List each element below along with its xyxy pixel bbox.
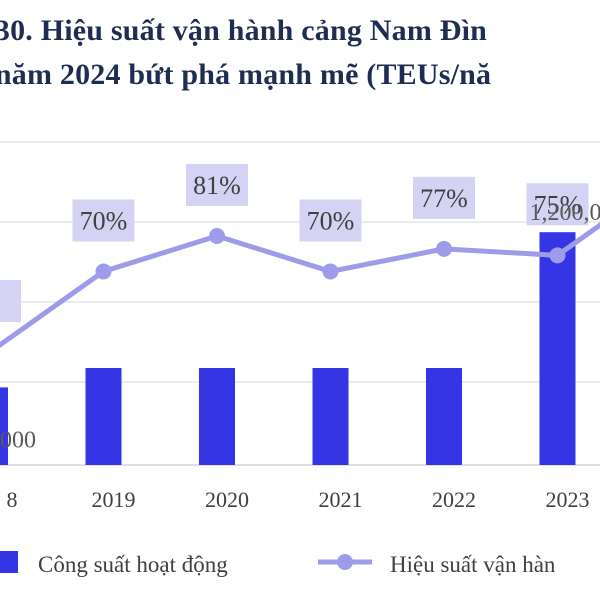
line-point-2023 <box>549 247 566 264</box>
pct-label: 70% <box>80 206 128 235</box>
legend-bar-swatch <box>0 551 18 573</box>
line-point-2020 <box>209 228 225 244</box>
pct-label-box <box>413 176 475 219</box>
data-labels: % 70% 81% 70% 77% 75% 000 1,200,00 <box>0 164 600 453</box>
line-point-2021 <box>322 263 339 280</box>
pct-label: 75% <box>534 190 582 219</box>
x-tick-label: 8 <box>7 487 18 512</box>
pct-label: 81% <box>193 171 241 200</box>
pct-label-box <box>72 199 135 242</box>
x-tick-label: 2021 <box>319 487 363 512</box>
bar-series <box>0 232 576 465</box>
legend-line-label: Hiệu suất vận hàn <box>390 552 556 577</box>
pct-label-box <box>186 164 248 206</box>
x-tick-label: 2019 <box>92 487 136 512</box>
pct-label: 70% <box>307 206 355 235</box>
chart-title-line-2: g năm 2024 bứt phá mạnh mẽ (TEUs/nă <box>0 58 492 91</box>
line-point-2022 <box>436 240 452 257</box>
x-tick-label: 2023 <box>546 487 590 512</box>
line-series <box>0 222 600 348</box>
pct-label: 77% <box>420 184 468 213</box>
line-point-2019 <box>95 263 112 280</box>
chart-title-line-1: ồ 30. Hiệu suất vận hành cảng Nam Đìn <box>0 14 487 47</box>
bar-2019 <box>85 368 122 465</box>
bar-2020 <box>199 368 235 465</box>
legend-bar-label: Công suất hoạt động <box>38 552 228 577</box>
legend-line-marker <box>337 554 353 570</box>
x-tick-label: 2022 <box>432 487 476 512</box>
bar-2022 <box>426 368 462 465</box>
pct-label: % <box>0 287 1 316</box>
bar-2023 <box>539 232 576 465</box>
pct-label-box <box>299 199 362 242</box>
pct-label-box <box>526 183 589 226</box>
pct-label-box <box>0 280 21 322</box>
legend: Công suất hoạt động Hiệu suất vận hàn <box>0 551 556 577</box>
x-tick-label: 2020 <box>205 487 249 512</box>
bar-value-label: 1,200,00 <box>530 200 600 226</box>
x-axis-ticks: 8 2019 2020 2021 2022 2023 <box>7 487 590 512</box>
bar-2018 <box>0 387 8 465</box>
bar-value-label: 000 <box>0 427 36 453</box>
bar-2021 <box>312 368 349 465</box>
